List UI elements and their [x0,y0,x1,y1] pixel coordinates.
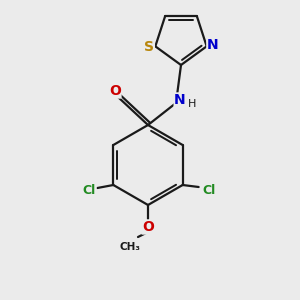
Text: S: S [144,40,154,54]
Text: N: N [207,38,218,52]
Text: N: N [174,93,186,107]
Text: CH₃: CH₃ [119,242,140,252]
Text: O: O [109,84,121,98]
Text: Cl: Cl [83,184,96,197]
Text: O: O [142,220,154,234]
Text: H: H [188,99,196,109]
Text: Cl: Cl [202,184,215,196]
